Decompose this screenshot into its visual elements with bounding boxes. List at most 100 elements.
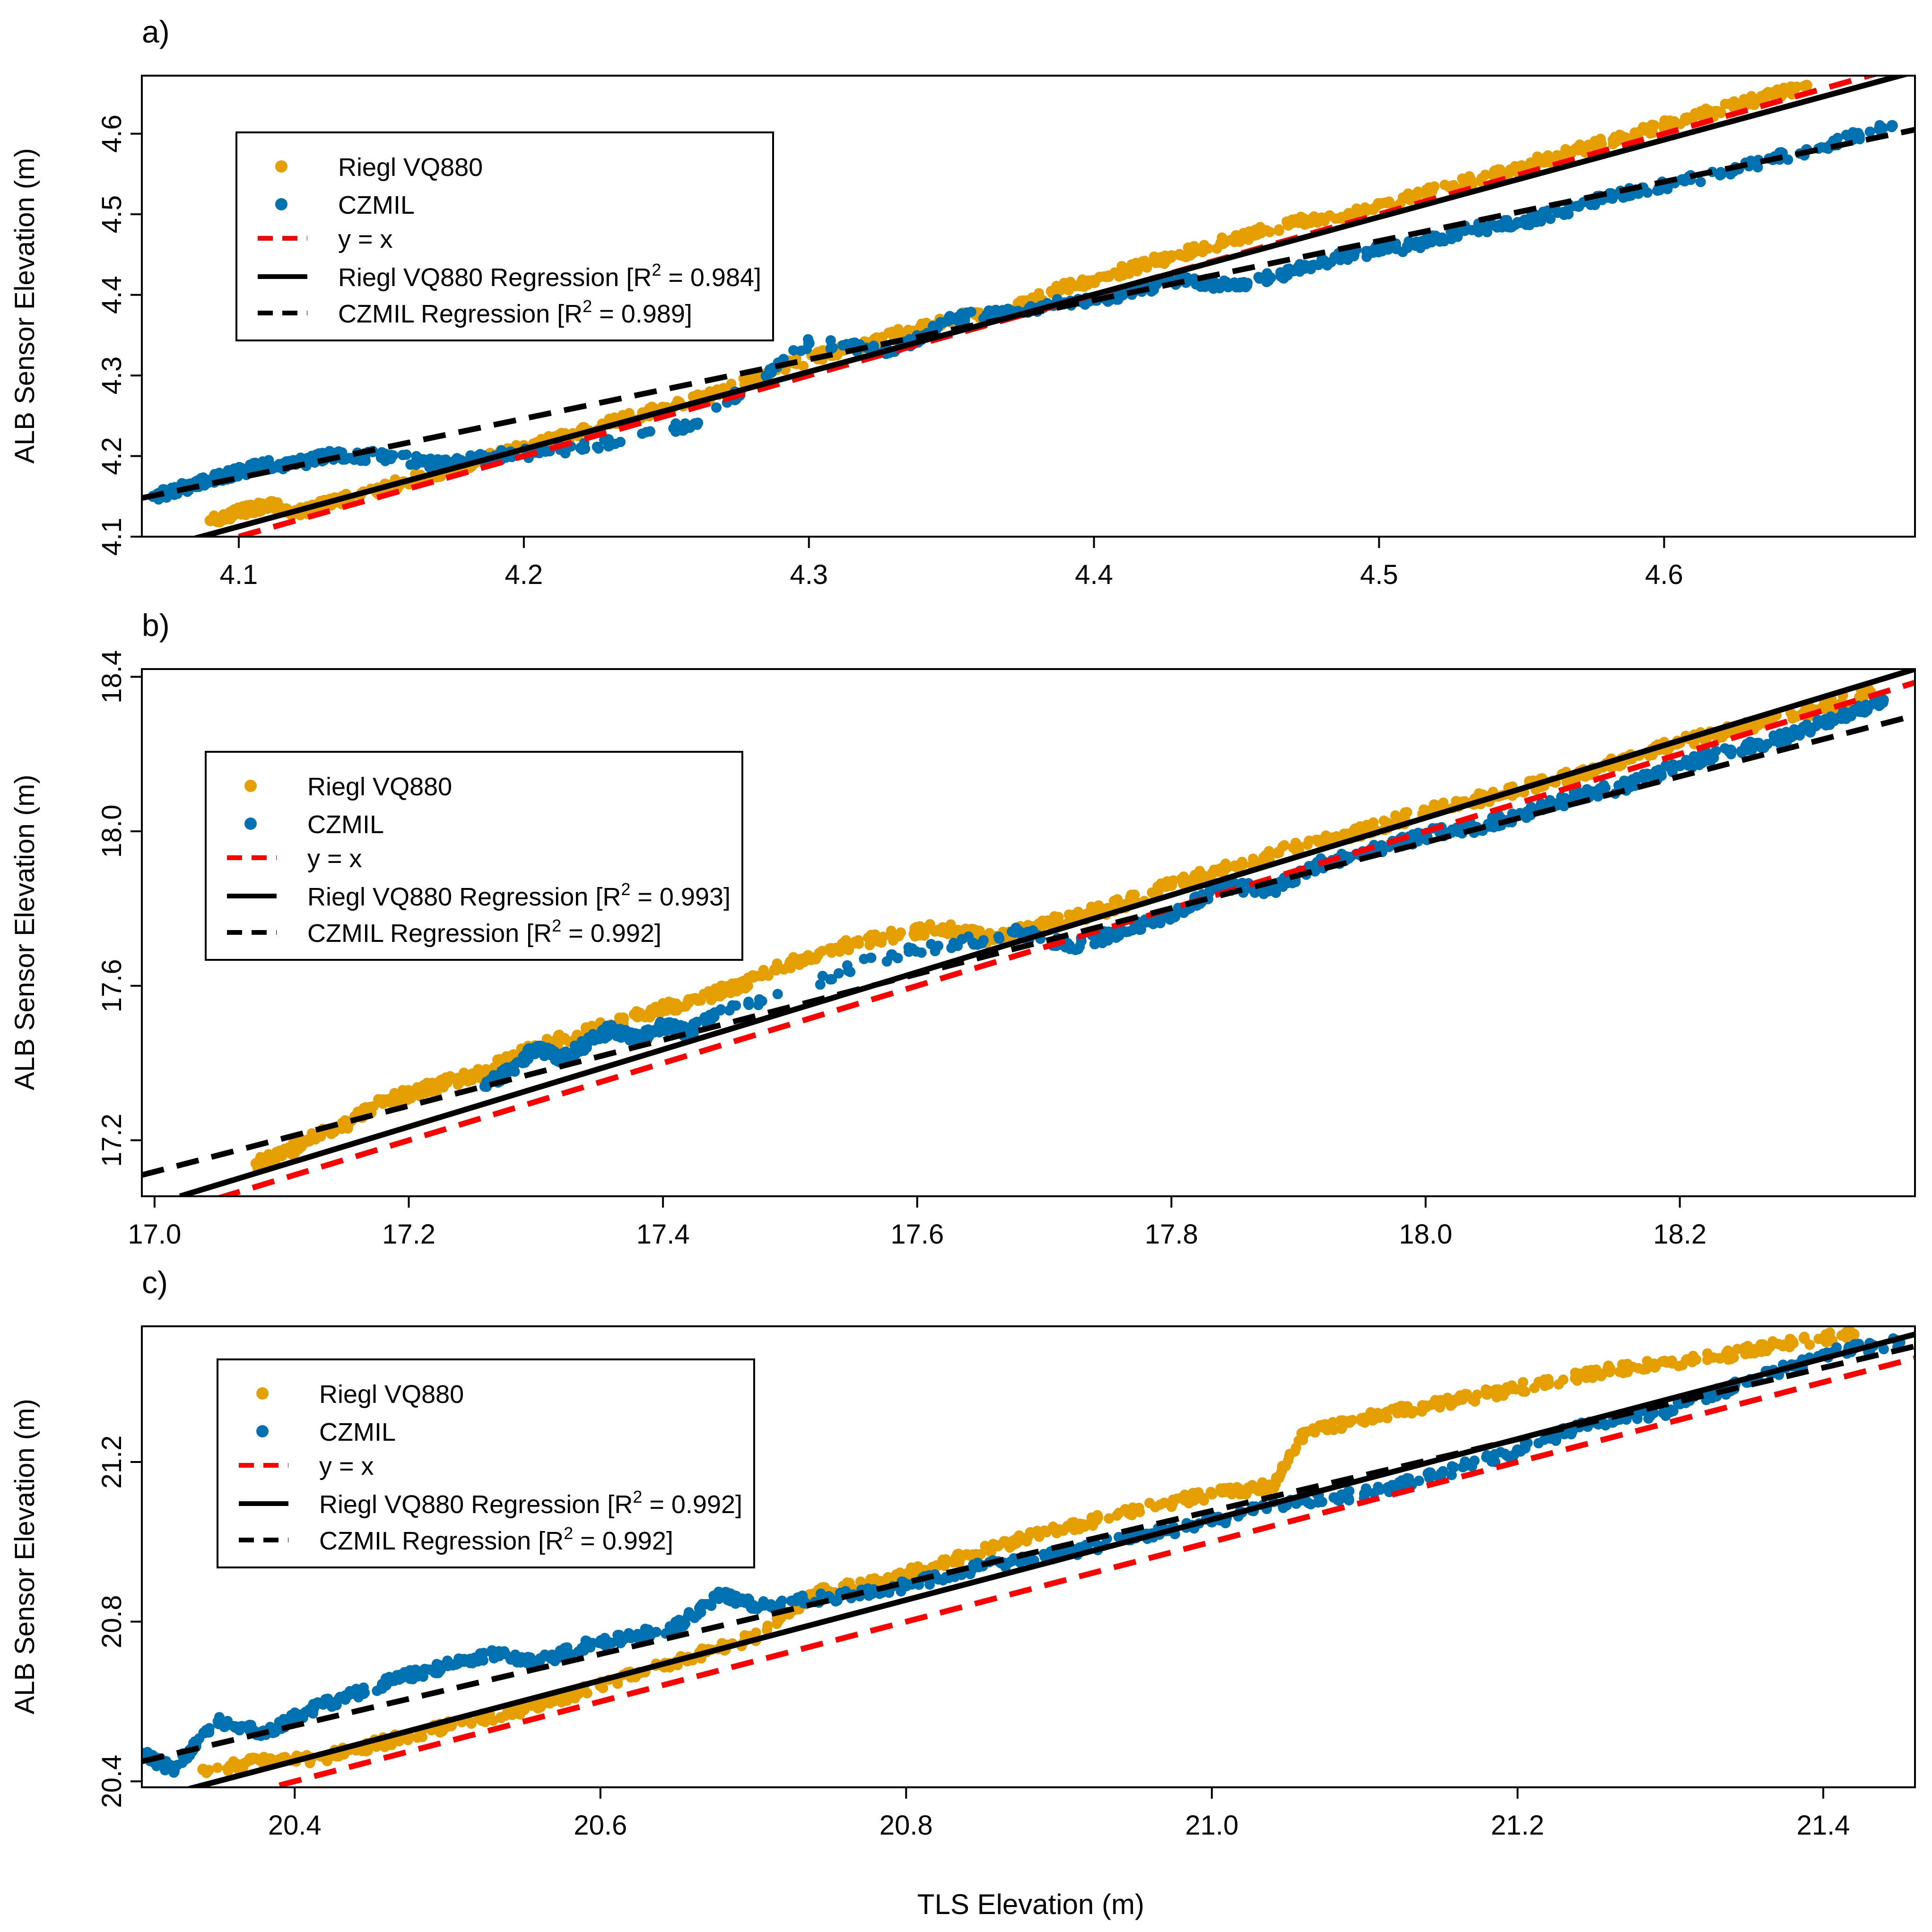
scatter-point-cloud: [1211, 243, 1222, 254]
scatter-point-cloud: [386, 450, 397, 461]
scatter-point: [377, 1096, 389, 1107]
y-tick-label: 18.0: [96, 805, 127, 858]
scatter-point: [1130, 1504, 1141, 1516]
scatter-point-cloud: [1368, 817, 1379, 828]
scatter-point-cloud: [1703, 1352, 1714, 1362]
scatter-point-cloud: [1338, 1415, 1349, 1426]
scatter-point-cloud: [680, 1618, 691, 1629]
scatter-point-cloud: [1139, 255, 1150, 266]
scatter-point: [1114, 926, 1126, 938]
scatter-point-cloud: [670, 418, 681, 429]
y-tick-label: 17.6: [96, 959, 127, 1012]
legend-label: y = x: [319, 1452, 374, 1480]
scatter-point-cloud: [1409, 1406, 1419, 1417]
legend-marker-czmil: [275, 198, 287, 210]
scatter-point-cloud: [1695, 176, 1706, 187]
scatter-point: [1117, 289, 1128, 301]
scatter-point-cloud: [895, 1567, 905, 1578]
x-tick-label: 18.0: [1399, 1219, 1453, 1250]
x-tick-label: 4.3: [790, 559, 828, 590]
scatter-point-cloud: [474, 1653, 484, 1663]
scatter-point: [888, 329, 900, 341]
scatter-point-cloud: [647, 1026, 657, 1036]
scatter-point-cloud: [1392, 1402, 1402, 1413]
scatter-point: [937, 922, 949, 934]
scatter-point-cloud: [1656, 768, 1667, 779]
scatter-point: [1516, 217, 1527, 228]
scatter-point-cloud: [1316, 253, 1327, 264]
scatter-point-cloud: [1697, 755, 1708, 766]
scatter-point-cloud: [1281, 875, 1292, 886]
scatter-point-cloud: [1112, 1510, 1122, 1521]
legend-label: Riegl VQ880: [307, 773, 452, 801]
scatter-point: [931, 1560, 942, 1572]
scatter-point-cloud: [683, 1607, 694, 1618]
scatter-point-cloud: [1559, 792, 1570, 803]
scatter-point-cloud: [1649, 1362, 1660, 1373]
scatter-point-cloud: [798, 953, 809, 964]
scatter-point-cloud: [637, 428, 648, 439]
panel-label: b): [142, 608, 170, 643]
scatter-point-cloud: [772, 989, 783, 1000]
scatter-point-cloud: [756, 971, 767, 982]
scatter-point: [717, 1588, 729, 1600]
scatter-point: [575, 442, 587, 454]
scatter-point: [682, 995, 694, 1007]
scatter-point-cloud: [1854, 134, 1865, 145]
scatter-point: [1775, 733, 1787, 744]
panel-label: c): [142, 1265, 168, 1300]
scatter-point-cloud: [1299, 219, 1310, 230]
x-tick-label: 17.4: [636, 1219, 690, 1250]
scatter-point: [1725, 744, 1737, 756]
scatter-point-cloud: [1816, 1333, 1827, 1344]
scatter-point-cloud: [383, 1675, 393, 1686]
scatter-point-cloud: [1069, 1524, 1080, 1535]
scatter-point-cloud: [402, 1732, 413, 1743]
scatter-point-cloud: [946, 942, 957, 953]
scatter-point-cloud: [1078, 1519, 1088, 1530]
scatter-point-cloud: [1841, 709, 1852, 720]
scatter-point-cloud: [1148, 919, 1158, 930]
scatter-point-cloud: [1013, 1536, 1024, 1547]
scatter-point-cloud: [1438, 797, 1449, 808]
scatter-point-cloud: [1241, 1489, 1252, 1500]
scatter-point-cloud: [967, 1549, 978, 1560]
y-axis-title: ALB Sensor Elevation (m): [9, 775, 40, 1090]
scatter-point: [1522, 806, 1533, 818]
y-axis-title: ALB Sensor Elevation (m): [9, 1399, 40, 1714]
scatter-point-cloud: [218, 514, 229, 525]
scatter-point: [518, 1704, 530, 1715]
scatter-point-cloud: [1460, 1389, 1471, 1400]
identity-line: [217, 679, 1915, 1196]
scatter-point-cloud: [796, 345, 807, 356]
scatter-point-cloud: [696, 1607, 706, 1618]
scatter-point-cloud: [1667, 766, 1678, 777]
scatter-point-cloud: [1034, 288, 1044, 299]
scatter-point-cloud: [1086, 901, 1097, 912]
scatter-point-cloud: [1341, 1492, 1352, 1503]
scatter-point: [1420, 1400, 1432, 1412]
scatter-point-cloud: [1328, 1492, 1339, 1503]
scatter-point-cloud: [1511, 1384, 1522, 1395]
scatter-point-cloud: [245, 1753, 256, 1764]
scatter-point-cloud: [1446, 1461, 1457, 1472]
scatter-point: [1401, 241, 1413, 252]
scatter-point: [1877, 694, 1889, 706]
scatter-point-cloud: [1785, 81, 1796, 92]
scatter-point-cloud: [268, 1728, 278, 1739]
scatter-point: [1206, 1488, 1218, 1500]
scatter-point-cloud: [412, 1082, 423, 1093]
scatter-point: [671, 1620, 683, 1632]
scatter-point-cloud: [1490, 167, 1501, 178]
scatter-point: [258, 1756, 270, 1767]
scatter-point-cloud: [1559, 209, 1569, 220]
scatter-point-cloud: [1769, 1338, 1780, 1349]
scatter-point: [1459, 225, 1471, 236]
panel-1: a)ALB Sensor Elevation (m)4.1 4.2 4.3 4.4 4.…: [9, 14, 1916, 590]
scatter-point-cloud: [1068, 1517, 1079, 1528]
scatter-point-cloud: [1616, 131, 1627, 141]
scatter-point-cloud: [401, 449, 412, 460]
scatter-point-cloud: [1752, 162, 1763, 173]
series-riegl: [197, 1326, 1860, 1778]
scatter-point: [396, 1671, 408, 1683]
